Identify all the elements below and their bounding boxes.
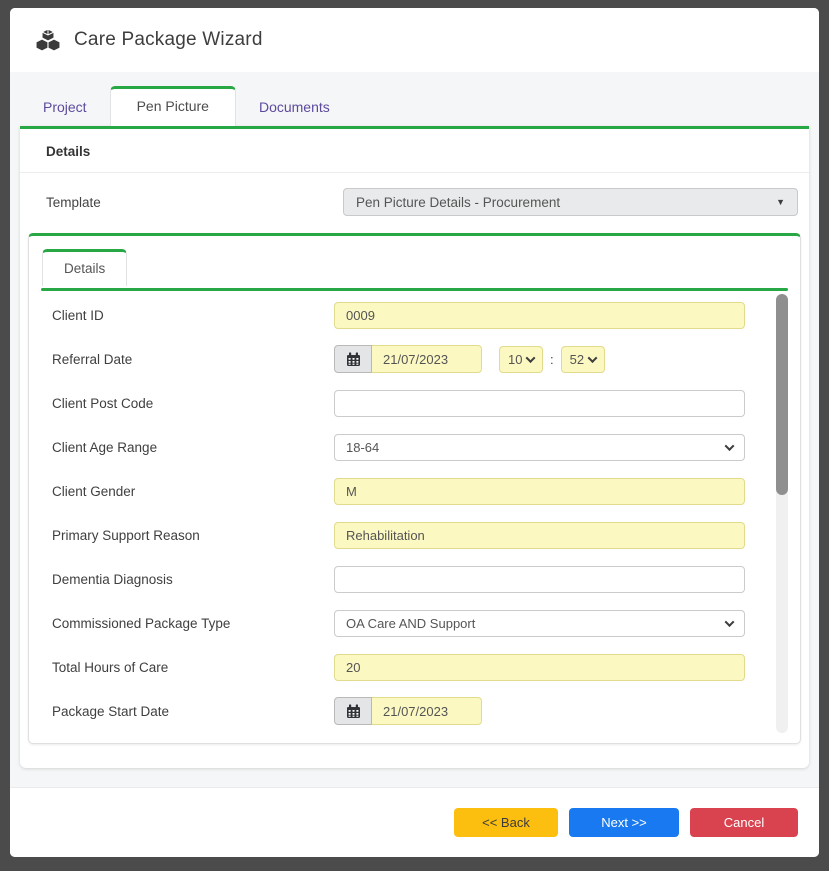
referral-minute-select[interactable]: 52: [560, 345, 605, 373]
select-value: OA Care AND Support: [346, 615, 476, 631]
tab-project[interactable]: Project: [43, 99, 87, 115]
dementia-diagnosis-input[interactable]: [334, 565, 745, 593]
form-row: Client Gender: [29, 469, 800, 513]
package-start-date-input[interactable]: [372, 697, 482, 725]
form-row: Total Hours of Care: [29, 645, 800, 689]
pen-picture-card: Details Template Pen Picture Details - P…: [20, 126, 809, 768]
tab-pen-picture[interactable]: Pen Picture: [109, 86, 236, 126]
details-panel-tabs: Details: [29, 236, 800, 286]
form-row: Dementia Diagnosis: [29, 557, 800, 601]
field-label: Referral Date: [52, 351, 133, 367]
field-label: Client ID: [52, 307, 104, 323]
template-select[interactable]: Pen Picture Details - Procurement ▼: [343, 188, 798, 216]
vertical-scrollbar-thumb[interactable]: [776, 294, 788, 495]
calendar-button[interactable]: [334, 345, 372, 373]
commissioned-package-type-select[interactable]: OA Care AND Support: [334, 609, 745, 637]
care-package-wizard-window: Care Package Wizard Project Pen Picture …: [10, 8, 819, 857]
tab-documents[interactable]: Documents: [258, 99, 330, 115]
calendar-icon: [346, 352, 361, 367]
page-title: Care Package Wizard: [74, 29, 263, 50]
panel-divider: [41, 288, 788, 291]
field-label: Commissioned Package Type: [52, 615, 231, 631]
form-row: Commissioned Package Type OA Care AND Su…: [29, 601, 800, 645]
chevron-down-icon: [587, 352, 598, 363]
section-title: Details: [20, 129, 809, 173]
field-label: Client Post Code: [52, 395, 154, 411]
form-scroll-area: Client ID Referral Date: [29, 291, 800, 743]
referral-date-group: [334, 345, 482, 373]
cubes-icon: [35, 28, 61, 52]
time-separator: :: [550, 351, 554, 367]
vertical-scrollbar-track[interactable]: [776, 294, 788, 733]
select-value: 18-64: [346, 439, 380, 455]
package-start-date-group: [334, 697, 482, 725]
details-panel: Details Client ID Referral Date: [28, 233, 801, 744]
primary-support-reason-input[interactable]: [334, 521, 745, 549]
template-row: Template Pen Picture Details - Procureme…: [20, 173, 809, 233]
client-id-input[interactable]: [334, 301, 745, 329]
field-label: Total Hours of Care: [52, 659, 169, 675]
back-button[interactable]: << Back: [454, 808, 558, 837]
form-row: Client Post Code: [29, 381, 800, 425]
field-label: Dementia Diagnosis: [52, 571, 173, 587]
hour-value: 10: [508, 351, 523, 367]
client-gender-input[interactable]: [334, 477, 745, 505]
calendar-icon: [346, 704, 361, 719]
wizard-body: Project Pen Picture Documents Details Te…: [10, 72, 819, 787]
form-row: Package Start Date: [29, 689, 800, 733]
form-row: Client ID: [29, 293, 800, 337]
calendar-button[interactable]: [334, 697, 372, 725]
wizard-tabs: Project Pen Picture Documents: [20, 86, 809, 126]
minute-value: 52: [569, 351, 585, 367]
wizard-footer: << Back Next >> Cancel: [10, 787, 819, 857]
template-label: Template: [46, 194, 101, 210]
total-hours-of-care-input[interactable]: [334, 653, 745, 681]
field-label: Client Age Range: [52, 439, 158, 455]
form-row: Primary Support Reason: [29, 513, 800, 557]
form-row: Referral Date: [29, 337, 800, 381]
chevron-down-icon: [525, 352, 536, 363]
referral-date-input[interactable]: [372, 345, 482, 373]
referral-hour-select[interactable]: 10: [499, 345, 543, 373]
next-button[interactable]: Next >>: [569, 808, 679, 837]
template-select-value: Pen Picture Details - Procurement: [356, 194, 561, 210]
chevron-down-icon: [724, 616, 735, 627]
client-age-range-select[interactable]: 18-64: [334, 433, 745, 461]
field-label: Client Gender: [52, 483, 136, 499]
caret-down-icon: ▼: [776, 197, 785, 207]
window-header: Care Package Wizard: [10, 8, 819, 72]
field-label: Primary Support Reason: [52, 527, 200, 543]
form-row: Client Age Range 18-64: [29, 425, 800, 469]
cancel-button[interactable]: Cancel: [690, 808, 798, 837]
field-label: Package Start Date: [52, 703, 170, 719]
chevron-down-icon: [724, 440, 735, 451]
client-post-code-input[interactable]: [334, 389, 745, 417]
tab-details-inner[interactable]: Details: [42, 249, 128, 286]
